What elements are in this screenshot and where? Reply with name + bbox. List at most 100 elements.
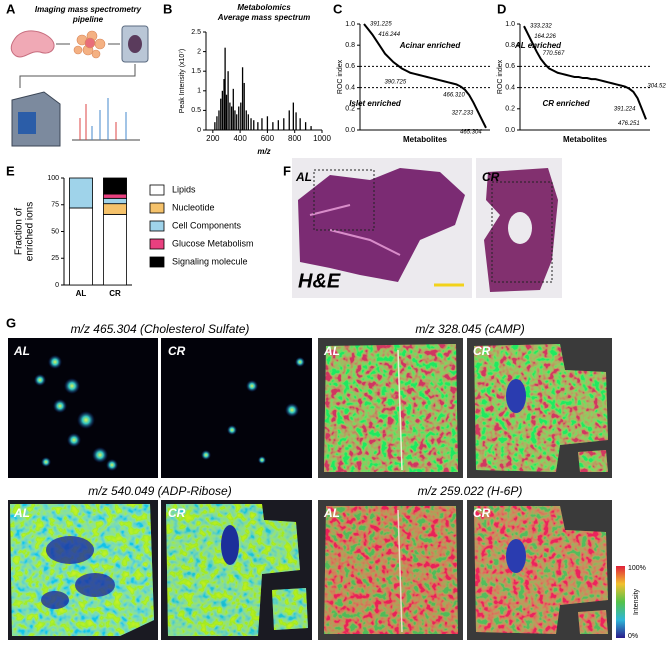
y-axis-label: Fraction of xyxy=(14,208,25,255)
roc-curve xyxy=(363,23,487,129)
y-tick-label: 0.8 xyxy=(345,42,355,49)
ims-texture xyxy=(166,504,308,636)
graphic-def xyxy=(84,37,96,49)
he-label: CR xyxy=(482,170,500,184)
point-label: 770.567 xyxy=(543,51,565,57)
pancreas-icon xyxy=(10,30,55,58)
graphic-def xyxy=(94,38,106,50)
pipeline-title: Imaging mass spectrometry xyxy=(35,5,142,14)
x-tick-label: 1000 xyxy=(313,134,331,143)
colorbar-max: 100% xyxy=(628,565,646,572)
point-label: 466.310 xyxy=(443,93,465,99)
bar-segment xyxy=(69,207,93,286)
bar-segment xyxy=(69,177,93,209)
panel-label: B xyxy=(163,1,172,16)
ims-title: m/z 465.304 (Cholesterol Sulfate) xyxy=(71,322,250,336)
y-tick-label: 50 xyxy=(51,228,59,235)
bar-segment xyxy=(103,193,127,199)
point-label: 416.244 xyxy=(378,32,400,38)
graphic-def xyxy=(258,456,266,464)
colorbar xyxy=(616,566,625,638)
x-tick-label: CR xyxy=(109,289,121,298)
graphic-def xyxy=(75,573,115,597)
panel-label: F xyxy=(283,163,291,178)
y-tick-label: 1.5 xyxy=(191,68,201,75)
bar-segment xyxy=(103,213,127,286)
ims-label: CR xyxy=(473,344,491,358)
point-label: 465.304 xyxy=(460,129,482,135)
point-label: 391.225 xyxy=(370,22,392,28)
he-hole xyxy=(508,212,532,244)
bar-segment xyxy=(103,197,127,205)
graphic-def xyxy=(48,355,62,369)
y-tick-label: 2.5 xyxy=(191,29,201,36)
ims-hole xyxy=(506,379,526,413)
ims-title: m/z 540.049 (ADP-Ribose) xyxy=(88,484,231,498)
he-tissue xyxy=(298,168,465,282)
mini-spectrum xyxy=(72,98,140,141)
graphic-def xyxy=(73,45,83,55)
panel-label: G xyxy=(6,315,16,330)
bar-segment xyxy=(103,203,127,215)
y-axis-label: enriched ions xyxy=(25,202,36,261)
y-tick-label: 1 xyxy=(197,88,201,95)
y-tick-label: 1.0 xyxy=(505,21,515,28)
panel-label: A xyxy=(6,1,16,16)
he-stain: H&E xyxy=(298,270,341,292)
point-label: 327.233 xyxy=(452,110,474,116)
he-label: AL xyxy=(295,170,312,184)
graphic-def xyxy=(285,403,299,417)
annotation: CR enriched xyxy=(542,99,590,108)
y-axis-label: ROC index xyxy=(497,59,504,94)
ims-image xyxy=(8,338,158,478)
y-axis-label: ROC index xyxy=(337,59,344,94)
x-axis-label: Metabolites xyxy=(563,135,608,144)
ims-hole xyxy=(506,539,526,573)
instrument-panel xyxy=(18,112,36,134)
graphic-def xyxy=(92,447,108,463)
y-axis-label: Peak Intensity (x10⁷) xyxy=(179,49,186,113)
roc-curve xyxy=(523,25,647,120)
y-tick-label: 0 xyxy=(55,282,59,289)
panel-label: C xyxy=(333,1,343,16)
ims-hole xyxy=(221,525,239,565)
legend-swatch xyxy=(149,202,165,214)
annotation: AL enriched xyxy=(514,41,562,50)
ims-vessel xyxy=(397,509,403,633)
legend-swatch xyxy=(149,184,165,196)
ims-texture xyxy=(324,344,458,472)
x-tick-label: 600 xyxy=(261,134,275,143)
bar-segment xyxy=(103,177,127,195)
y-tick-label: 0.4 xyxy=(505,84,515,91)
point-label: 333.232 xyxy=(530,24,552,30)
graphic-def xyxy=(91,49,101,59)
point-label: 164.226 xyxy=(534,34,556,40)
ims-title: m/z 328.045 (cAMP) xyxy=(415,322,524,336)
legend-label: Cell Components xyxy=(172,220,242,230)
ims-label: CR xyxy=(168,344,186,358)
ims-vessel xyxy=(397,349,403,471)
legend-swatch xyxy=(149,256,165,268)
x-tick-label: 200 xyxy=(206,134,220,143)
roi-box xyxy=(313,169,375,231)
ims-label: CR xyxy=(473,506,491,520)
y-tick-label: 1.0 xyxy=(345,21,355,28)
graphic-def xyxy=(106,459,118,471)
y-tick-label: 0.0 xyxy=(345,127,355,134)
chart-title: Metabolomics xyxy=(237,3,291,12)
y-tick-label: 0.0 xyxy=(505,127,515,134)
graphic-def xyxy=(295,357,305,367)
ims-texture xyxy=(324,506,458,634)
annotation: Acinar enriched xyxy=(399,41,462,50)
x-tick-label: AL xyxy=(76,289,87,298)
graphic-def xyxy=(41,457,51,467)
graphic-def xyxy=(41,591,69,609)
y-tick-label: 100 xyxy=(47,175,59,182)
y-tick-label: 0.4 xyxy=(345,84,355,91)
colorbar-title: Intensity xyxy=(633,588,640,615)
ims-label: AL xyxy=(323,344,340,358)
islet-icon xyxy=(73,30,106,59)
point-label: 391.224 xyxy=(614,106,636,112)
y-tick-label: 25 xyxy=(51,255,59,262)
y-tick-label: 0.6 xyxy=(505,63,515,70)
